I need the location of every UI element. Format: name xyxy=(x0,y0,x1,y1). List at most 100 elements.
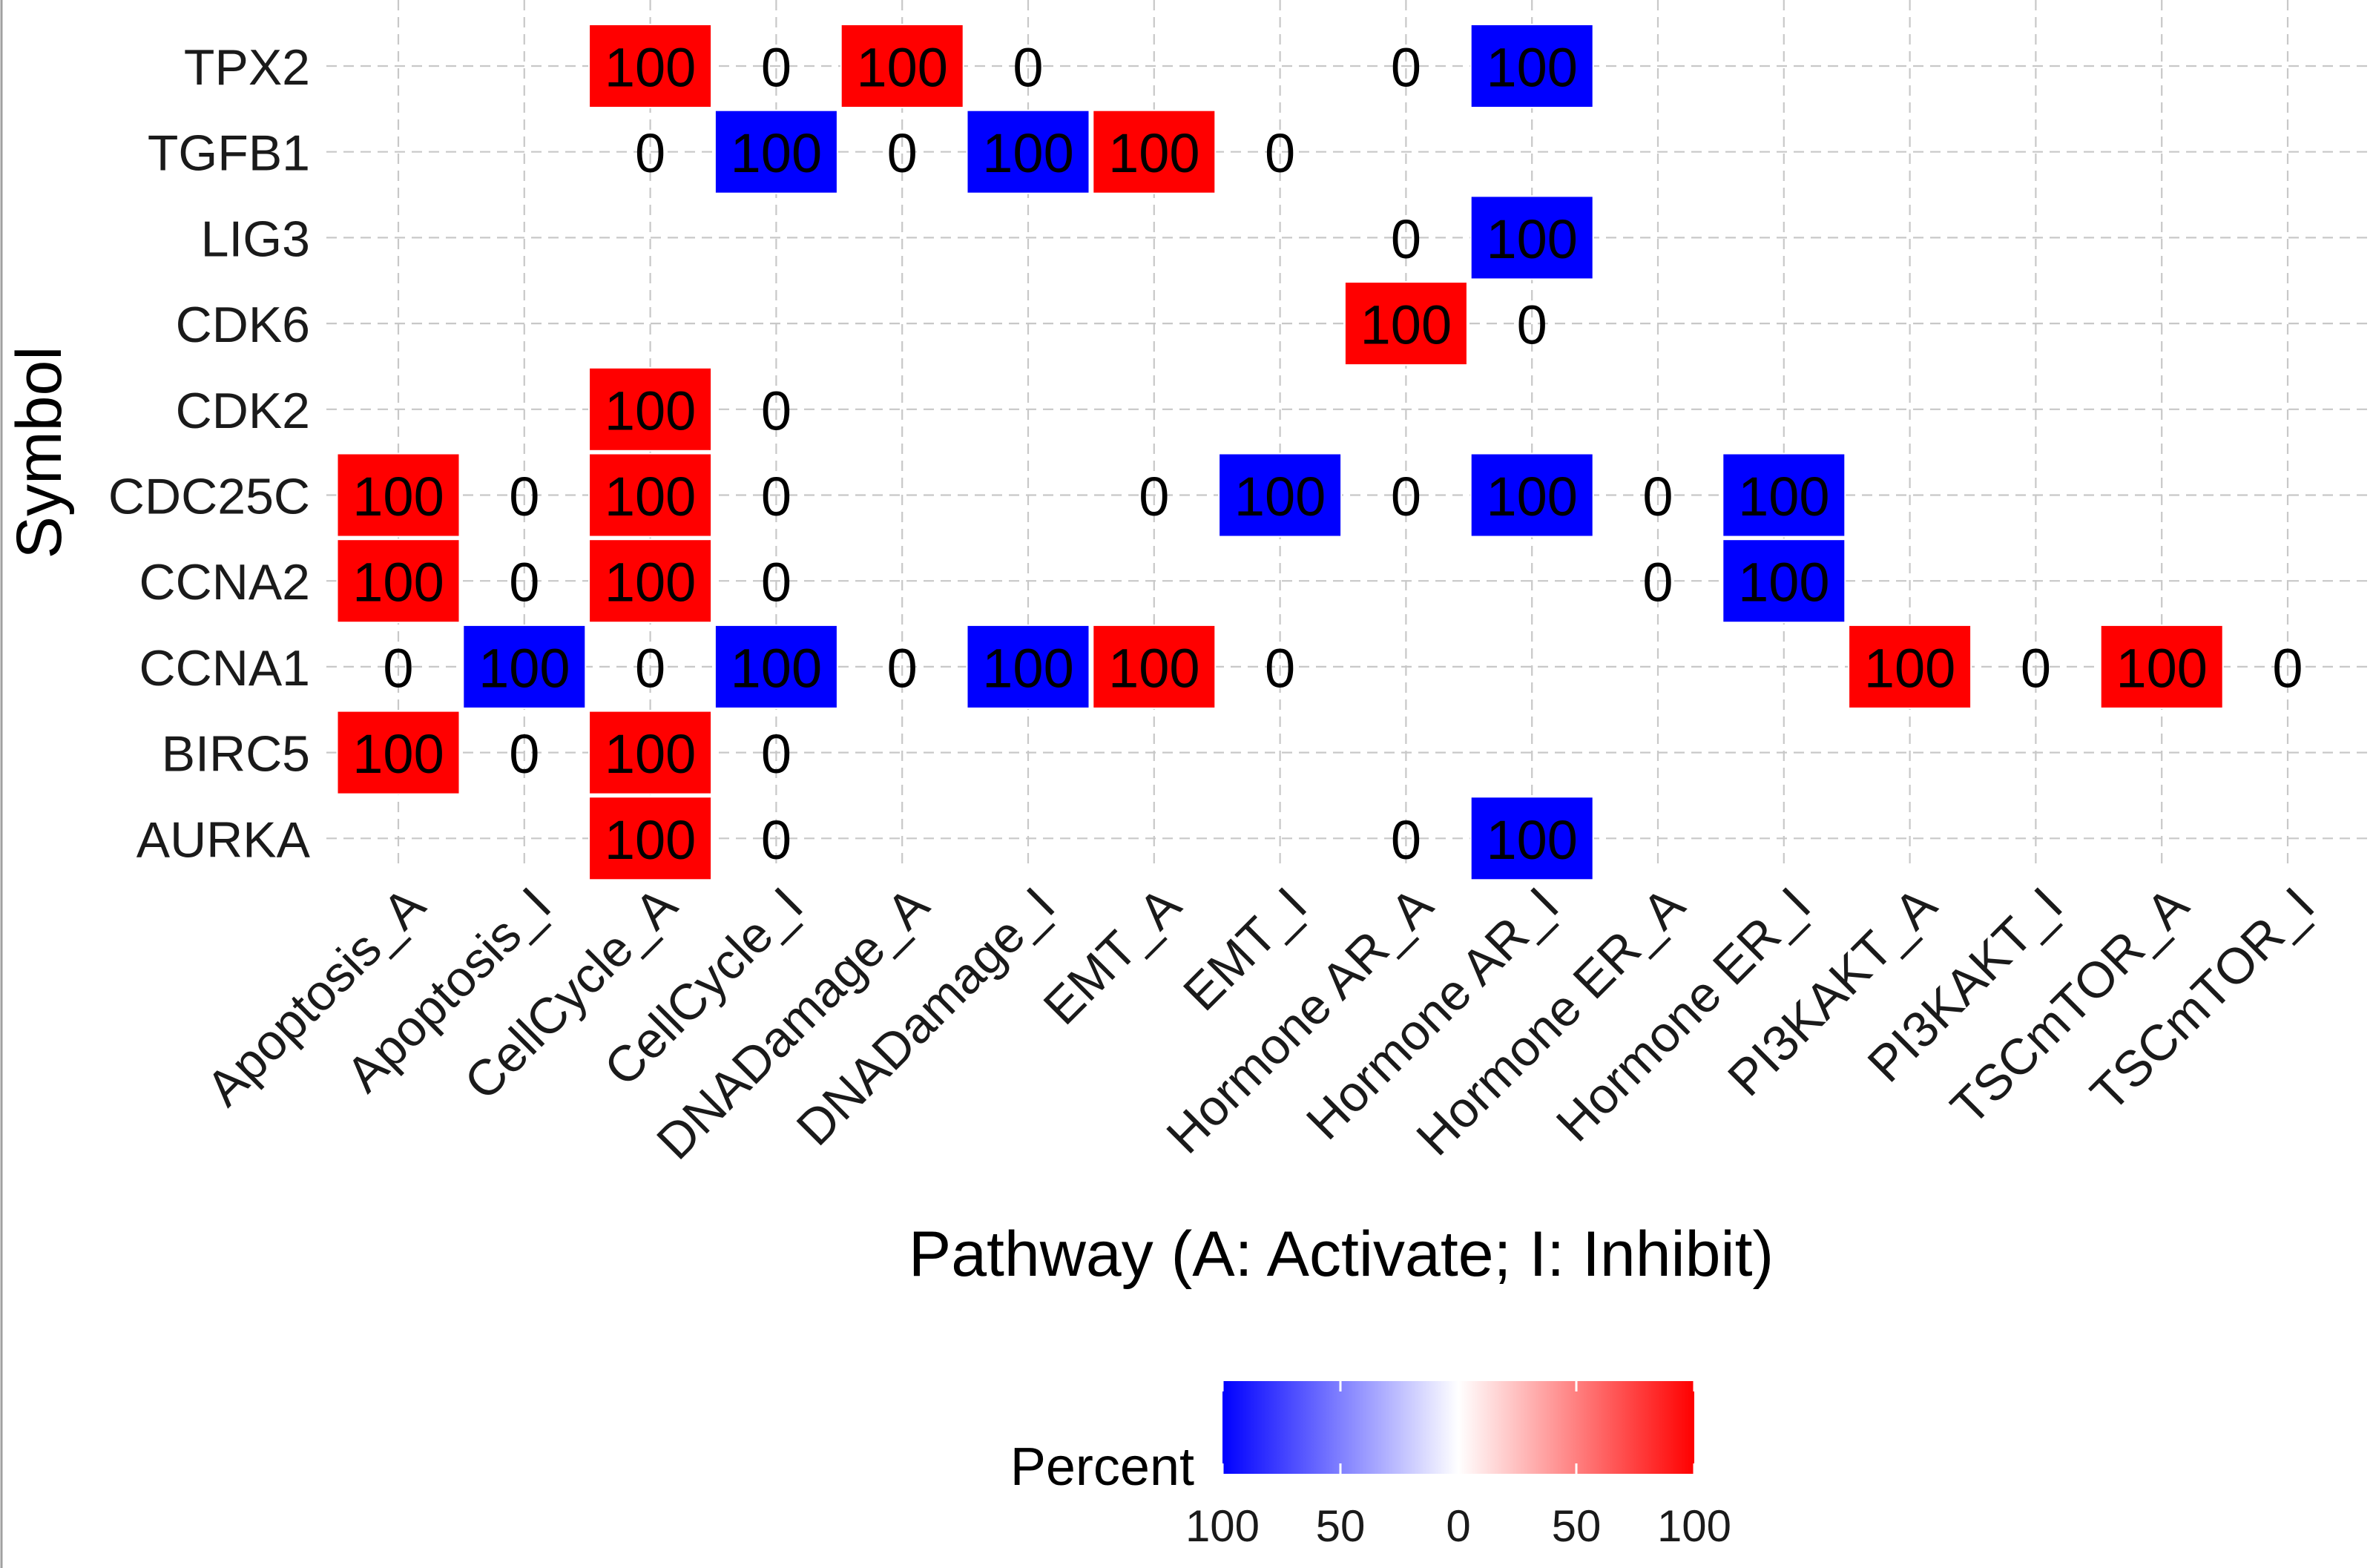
cell-value-label: 100 xyxy=(731,637,822,699)
heatmap-cell xyxy=(2099,624,2224,709)
cell-value-label: 0 xyxy=(1517,294,1547,356)
heatmap-cell xyxy=(1218,452,1343,538)
cell-value-label: 100 xyxy=(856,37,947,99)
cell-value-label: 0 xyxy=(761,723,791,785)
heatmap-cell xyxy=(966,109,1090,194)
heatmap-cell xyxy=(588,796,713,881)
cell-value-label: 100 xyxy=(605,380,696,441)
cell-value-label: 100 xyxy=(1738,552,1829,613)
cell-value-label: 0 xyxy=(1391,208,1421,270)
cell-value-label: 100 xyxy=(605,809,696,871)
cell-value-label: 0 xyxy=(761,466,791,527)
heatmap-cell xyxy=(588,452,713,538)
cell-value-label: 100 xyxy=(605,723,696,785)
cell-value-label: 0 xyxy=(761,809,791,871)
heatmap-cell xyxy=(1469,452,1594,538)
y-tick-label: CDK2 xyxy=(176,383,310,439)
cell-value-label: 0 xyxy=(509,466,539,527)
cell-value-label: 0 xyxy=(1391,809,1421,871)
heatmap-cell xyxy=(336,710,461,795)
cell-value-label: 0 xyxy=(1265,637,1295,699)
cell-value-label: 100 xyxy=(1234,466,1326,527)
y-tick-label: CCNA1 xyxy=(139,640,311,696)
x-axis-title: Pathway (A: Activate; I: Inhibit) xyxy=(909,1219,1774,1290)
y-tick-label: AURKA xyxy=(136,811,311,868)
y-tick-label: CDC25C xyxy=(108,469,310,525)
cell-value-label: 0 xyxy=(1013,37,1043,99)
cell-value-label: 100 xyxy=(352,552,444,613)
heatmap-cell xyxy=(588,24,713,108)
legend-title: Percent xyxy=(1010,1437,1194,1497)
legend-colorbar xyxy=(1222,1381,1694,1474)
cell-value-label: 0 xyxy=(887,122,918,184)
heatmap-cell xyxy=(714,624,838,709)
y-tick-label: LIG3 xyxy=(201,211,310,267)
cell-value-label: 0 xyxy=(1265,122,1295,184)
cell-value-label: 0 xyxy=(2021,637,2051,699)
y-axis-title: Symbol xyxy=(4,346,75,559)
legend-tick-label: 50 xyxy=(1316,1501,1366,1551)
heatmap-cell xyxy=(1469,796,1594,881)
cell-value-label: 100 xyxy=(1864,637,1955,699)
cell-value-label: 100 xyxy=(1486,37,1577,99)
cell-value-label: 0 xyxy=(1642,552,1673,613)
cell-value-label: 0 xyxy=(635,637,665,699)
heatmap-cell xyxy=(336,538,461,624)
heatmap-cells xyxy=(336,24,2224,881)
heatmap-cell xyxy=(1469,24,1594,108)
legend-tick-label: 100 xyxy=(1657,1501,1731,1551)
cell-value-label: 0 xyxy=(2272,637,2303,699)
heatmap-cell xyxy=(1092,109,1217,194)
y-tick-label: CDK6 xyxy=(176,297,310,353)
cell-value-label: 0 xyxy=(761,552,791,613)
legend-tick-label: 0 xyxy=(1446,1501,1470,1551)
cell-value-labels: 100 0 100 0 0 100 0 100 0 100 100 0 0 100 100 0 100 0 100 0… xyxy=(352,37,2303,871)
cell-value-label: 0 xyxy=(1139,466,1169,527)
y-tick-label: CCNA2 xyxy=(139,554,311,610)
cell-value-label: 100 xyxy=(1360,294,1452,356)
heatmap-cell xyxy=(588,366,713,452)
cell-value-label: 0 xyxy=(761,37,791,99)
cell-value-label: 0 xyxy=(1391,466,1421,527)
heatmap-cell xyxy=(588,538,713,624)
cell-value-label: 100 xyxy=(605,552,696,613)
heatmap-cell xyxy=(1343,281,1468,366)
legend-ticks: 100 50 0 50 100 xyxy=(1185,1381,1731,1551)
heatmap-cell xyxy=(462,624,587,709)
cell-value-label: 100 xyxy=(731,122,822,184)
cell-value-label: 0 xyxy=(1642,466,1673,527)
cell-value-label: 100 xyxy=(478,637,570,699)
cell-value-label: 100 xyxy=(982,122,1073,184)
cell-value-label: 0 xyxy=(509,552,539,613)
cell-value-label: 0 xyxy=(635,122,665,184)
y-tick-label: TPX2 xyxy=(184,39,310,96)
heatmap-cell xyxy=(588,710,713,795)
y-tick-label: TGFB1 xyxy=(148,125,310,182)
cell-value-label: 100 xyxy=(1108,637,1199,699)
cell-value-label: 100 xyxy=(1486,809,1577,871)
cell-value-label: 100 xyxy=(352,466,444,527)
heatmap-cell xyxy=(714,109,838,194)
cell-value-label: 0 xyxy=(1391,37,1421,99)
legend-tick-label: 50 xyxy=(1552,1501,1602,1551)
cell-value-label: 100 xyxy=(352,723,444,785)
cell-value-label: 100 xyxy=(982,637,1073,699)
cell-value-label: 0 xyxy=(761,380,791,441)
y-tick-label: BIRC5 xyxy=(162,726,310,783)
heatmap-cell xyxy=(840,24,964,108)
heatmap-cell xyxy=(1722,452,1846,538)
heatmap-cell xyxy=(336,452,461,538)
cell-value-label: 100 xyxy=(605,466,696,527)
heatmap-cell xyxy=(1092,624,1217,709)
heatmap-cell xyxy=(1848,624,1972,709)
cell-value-label: 0 xyxy=(887,637,918,699)
heatmap-cell xyxy=(966,624,1090,709)
cell-value-label: 100 xyxy=(1486,466,1577,527)
cell-value-label: 100 xyxy=(1486,208,1577,270)
color-legend: Percent 100 50 0 50 100 xyxy=(1010,1381,1731,1551)
cell-value-label: 0 xyxy=(383,637,413,699)
y-axis-tick-labels: TPX2 TGFB1 LIG3 CDK6 CDK2 CDC25C CCNA2 CCNA1 BIR… xyxy=(108,39,311,868)
cell-value-label: 0 xyxy=(509,723,539,785)
cell-value-label: 100 xyxy=(1738,466,1829,527)
